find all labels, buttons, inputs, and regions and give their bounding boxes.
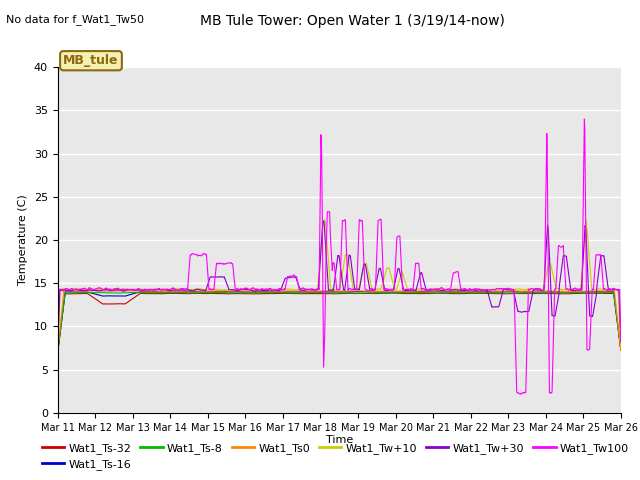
Wat1_Tw100 — [580, 116, 588, 122]
Wat1_Ts-8 — [292, 290, 300, 296]
Wat1_Ts-8 — [317, 289, 325, 295]
Wat1_Ts-16 — [510, 288, 518, 294]
Line: Wat1_Tw+30: Wat1_Tw+30 — [58, 221, 621, 351]
Wat1_Ts-32 — [314, 291, 322, 297]
Wat1_Ts-8 — [97, 290, 105, 296]
Line: Wat1_Ts-32: Wat1_Ts-32 — [58, 293, 621, 353]
Wat1_Tw+10 — [305, 287, 312, 292]
Wat1_Ts-16 — [314, 289, 322, 295]
Wat1_Tw+10 — [120, 287, 128, 292]
Wat1_Ts-16 — [292, 289, 300, 295]
Wat1_Tw+30 — [305, 287, 312, 292]
Wat1_Tw+10 — [321, 217, 329, 223]
Wat1_Tw100 — [305, 287, 312, 292]
Wat1_Tw+30 — [292, 276, 300, 282]
Wat1_Ts0 — [97, 288, 105, 294]
Text: MB Tule Tower: Open Water 1 (3/19/14-now): MB Tule Tower: Open Water 1 (3/19/14-now… — [200, 14, 504, 28]
Wat1_Tw100 — [292, 274, 300, 279]
Y-axis label: Temperature (C): Temperature (C) — [18, 194, 28, 286]
Wat1_Tw100 — [516, 391, 524, 397]
Wat1_Ts-8 — [305, 289, 312, 295]
Line: Wat1_Tw100: Wat1_Tw100 — [58, 119, 621, 394]
Wat1_Ts-32 — [292, 291, 300, 297]
Wat1_Ts-16 — [97, 293, 105, 299]
Wat1_Tw+10 — [292, 287, 300, 293]
Line: Wat1_Ts-16: Wat1_Ts-16 — [58, 291, 621, 352]
Wat1_Tw+30 — [54, 348, 61, 354]
Legend: Wat1_Ts-32, Wat1_Ts-16, Wat1_Ts-8, Wat1_Ts0, Wat1_Tw+10, Wat1_Tw+30, Wat1_Tw100: Wat1_Ts-32, Wat1_Ts-16, Wat1_Ts-8, Wat1_… — [38, 438, 634, 474]
Wat1_Tw100 — [617, 339, 625, 345]
Wat1_Tw+30 — [314, 287, 322, 292]
Wat1_Tw+10 — [97, 287, 105, 292]
Wat1_Ts0 — [54, 348, 61, 353]
Wat1_Ts-16 — [617, 347, 625, 352]
Wat1_Ts-32 — [617, 347, 625, 353]
Wat1_Ts0 — [605, 288, 612, 293]
Wat1_Tw+10 — [374, 286, 382, 292]
Wat1_Ts-8 — [54, 350, 61, 356]
Wat1_Tw100 — [54, 339, 61, 345]
Wat1_Ts0 — [314, 288, 322, 294]
Wat1_Ts0 — [374, 288, 382, 294]
Wat1_Ts-16 — [120, 293, 128, 299]
Wat1_Tw+10 — [617, 344, 625, 350]
Wat1_Tw+10 — [54, 345, 61, 350]
Wat1_Tw+30 — [120, 288, 128, 294]
Wat1_Tw+30 — [374, 269, 382, 275]
Wat1_Ts0 — [305, 288, 312, 294]
Wat1_Ts0 — [120, 288, 128, 294]
Wat1_Tw100 — [120, 287, 128, 292]
Line: Wat1_Ts-8: Wat1_Ts-8 — [58, 292, 621, 353]
Wat1_Ts-8 — [314, 289, 322, 295]
Wat1_Ts-8 — [374, 290, 382, 296]
Wat1_Ts0 — [292, 288, 300, 294]
Wat1_Ts-32 — [97, 300, 105, 306]
Wat1_Ts-8 — [617, 347, 625, 353]
Wat1_Tw+10 — [314, 277, 322, 283]
Text: No data for f_Wat1_Tw50: No data for f_Wat1_Tw50 — [6, 14, 145, 25]
Wat1_Ts-16 — [305, 289, 312, 295]
Wat1_Ts-32 — [120, 301, 128, 307]
Wat1_Ts-32 — [305, 291, 312, 297]
Line: Wat1_Tw+10: Wat1_Tw+10 — [58, 220, 621, 348]
Wat1_Ts0 — [617, 347, 625, 353]
Line: Wat1_Ts0: Wat1_Ts0 — [58, 290, 621, 350]
Wat1_Ts-32 — [390, 290, 397, 296]
X-axis label: Time: Time — [326, 435, 353, 445]
Wat1_Ts-32 — [374, 290, 382, 296]
Wat1_Ts-8 — [120, 290, 128, 296]
Wat1_Tw+30 — [97, 288, 105, 293]
Wat1_Ts-32 — [54, 350, 61, 356]
Text: MB_tule: MB_tule — [63, 54, 119, 67]
Wat1_Ts-16 — [54, 349, 61, 355]
Wat1_Tw+30 — [617, 338, 625, 344]
Wat1_Ts-16 — [374, 289, 382, 295]
Wat1_Tw+30 — [319, 218, 327, 224]
Wat1_Tw100 — [314, 286, 322, 292]
Wat1_Tw100 — [374, 217, 382, 223]
Wat1_Tw100 — [97, 285, 105, 291]
